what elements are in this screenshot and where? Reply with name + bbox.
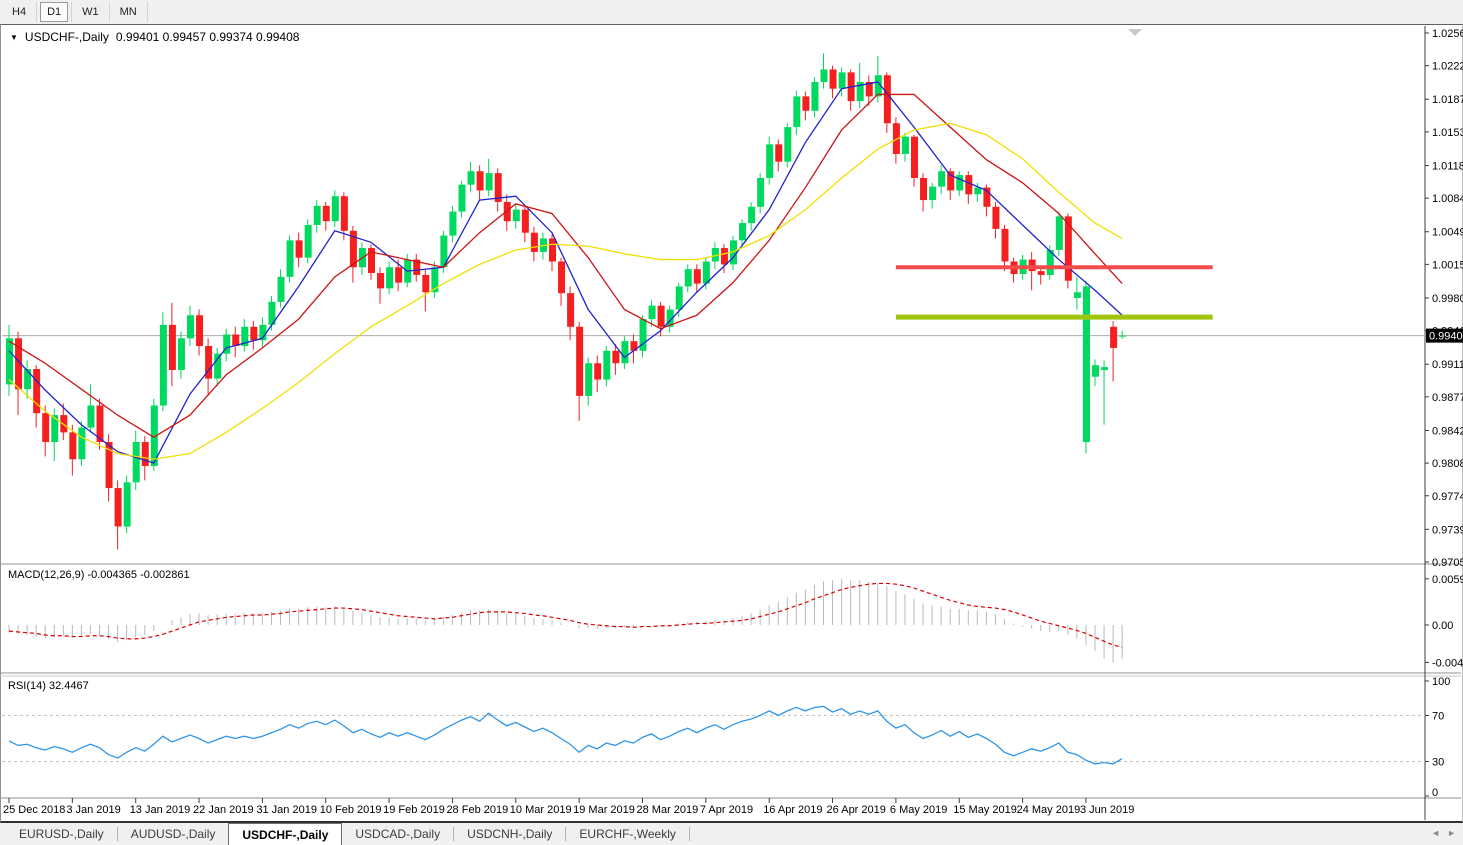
svg-text:28 Mar 2019: 28 Mar 2019	[637, 804, 699, 816]
panel-borders	[0, 26, 1461, 820]
price-axis: 1.02560 1.02220 1.01870 1.01530 1.01180 1.008…	[1425, 28, 1463, 569]
svg-text:0: 0	[1432, 787, 1438, 799]
chart-shift-marker-icon[interactable]	[1128, 29, 1142, 36]
tab-separator	[688, 827, 690, 841]
svg-text:0.00: 0.00	[1432, 620, 1453, 632]
svg-text:16 Apr 2019: 16 Apr 2019	[763, 804, 822, 816]
tab-scroll-arrows: ◄ ►	[1431, 829, 1456, 838]
svg-text:0.005999: 0.005999	[1432, 574, 1463, 586]
symbol-label: USDCHF-,Daily	[24, 30, 109, 44]
tab-audusd-daily[interactable]: AUDUSD-,Daily	[130, 827, 216, 841]
svg-text:19 Feb 2019: 19 Feb 2019	[383, 804, 445, 816]
rsi-line	[8, 705, 1123, 765]
tab-usdcad-daily[interactable]: USDCAD-,Daily	[355, 827, 441, 841]
svg-text:1.02560: 1.02560	[1432, 28, 1463, 40]
timeframe-button-d1[interactable]: D1	[40, 2, 69, 22]
macd-indicator-label: MACD(12,26,9) -0.004365 -0.002861	[8, 569, 190, 581]
svg-text:3 Jun 2019: 3 Jun 2019	[1080, 804, 1134, 816]
rsi-indicator-label: RSI(14) 32.4467	[8, 680, 89, 692]
toolbar-separator	[36, 2, 38, 22]
svg-text:1.01870: 1.01870	[1432, 94, 1463, 106]
timeframe-button-h4[interactable]: H4	[5, 2, 34, 22]
tab-scroll-left-icon[interactable]: ◄	[1431, 828, 1441, 838]
chart-window	[0, 24, 1463, 823]
svg-text:3 Jan 2019: 3 Jan 2019	[66, 804, 120, 816]
tab-separator	[565, 827, 567, 841]
svg-text:25 Dec 2018: 25 Dec 2018	[3, 804, 65, 816]
ma-mid-line	[8, 93, 1123, 438]
collapse-icon[interactable]: ▼	[10, 32, 18, 42]
date-axis: 25 Dec 2018 3 Jan 2019 13 Jan 2019 22 Jan 2…	[3, 798, 1134, 816]
svg-text:13 Jan 2019: 13 Jan 2019	[130, 804, 191, 816]
timeframe-toolbar: H4 D1 W1 MN	[0, 0, 1463, 24]
svg-text:24 May 2019: 24 May 2019	[1017, 804, 1081, 816]
current-price-tag: 0.99408	[1426, 328, 1463, 343]
svg-text:1.02220: 1.02220	[1432, 61, 1463, 73]
svg-text:19 Mar 2019: 19 Mar 2019	[573, 804, 635, 816]
ma-fast-line	[8, 81, 1123, 464]
chart-tab-bar: EURUSD-,Daily AUDUSD-,Daily USDCHF-,Dail…	[0, 823, 1463, 845]
timeframe-button-w1[interactable]: W1	[75, 2, 106, 22]
svg-text:1.01530: 1.01530	[1432, 127, 1463, 139]
tab-separator	[116, 827, 118, 841]
svg-text:22 Jan 2019: 22 Jan 2019	[193, 804, 254, 816]
svg-text:10 Feb 2019: 10 Feb 2019	[320, 804, 382, 816]
svg-text:26 Apr 2019: 26 Apr 2019	[827, 804, 886, 816]
tab-eurusd-daily[interactable]: EURUSD-,Daily	[19, 827, 104, 841]
svg-text:28 Feb 2019: 28 Feb 2019	[446, 804, 508, 816]
svg-text:31 Jan 2019: 31 Jan 2019	[256, 804, 317, 816]
toolbar-separator	[146, 2, 148, 22]
macd-panel: 0.005999 0.00 -0.004858	[8, 574, 1463, 669]
tab-usdcnh-daily[interactable]: USDCNH-,Daily	[467, 827, 553, 841]
level-lines	[895, 265, 1213, 320]
svg-text:1.00490: 1.00490	[1432, 227, 1463, 239]
toolbar-separator	[71, 2, 73, 22]
svg-text:70: 70	[1432, 711, 1444, 723]
macd-signal-line	[8, 582, 1123, 648]
svg-text:0.99408: 0.99408	[1429, 331, 1463, 343]
tab-separator	[453, 827, 455, 841]
svg-text:15 May 2019: 15 May 2019	[953, 804, 1017, 816]
svg-text:1.01180: 1.01180	[1432, 160, 1463, 172]
tab-usdchf-daily[interactable]: USDCHF-,Daily	[228, 823, 343, 845]
candlesticks	[6, 53, 1127, 550]
tab-scroll-right-icon[interactable]: ►	[1447, 828, 1456, 838]
svg-text:6 May 2019: 6 May 2019	[890, 804, 947, 816]
svg-text:-0.004858: -0.004858	[1432, 657, 1463, 669]
timeframe-button-mn[interactable]: MN	[112, 2, 144, 22]
tab-eurchf-weekly[interactable]: EURCHF-,Weekly	[579, 827, 676, 841]
chart-title: ▼ USDCHF-,Daily 0.99401 0.99457 0.99374 …	[10, 30, 299, 44]
rsi-panel: 100 70 30 0	[2, 676, 1450, 799]
svg-text:10 Mar 2019: 10 Mar 2019	[510, 804, 572, 816]
svg-text:100: 100	[1432, 676, 1450, 688]
ma-slow-line	[8, 122, 1123, 460]
ohlc-values: 0.99401 0.99457 0.99374 0.99408	[115, 30, 300, 44]
svg-text:1.00840: 1.00840	[1432, 193, 1463, 205]
svg-text:30: 30	[1432, 757, 1444, 769]
svg-text:7 Apr 2019: 7 Apr 2019	[700, 804, 753, 816]
toolbar-separator	[108, 2, 110, 22]
